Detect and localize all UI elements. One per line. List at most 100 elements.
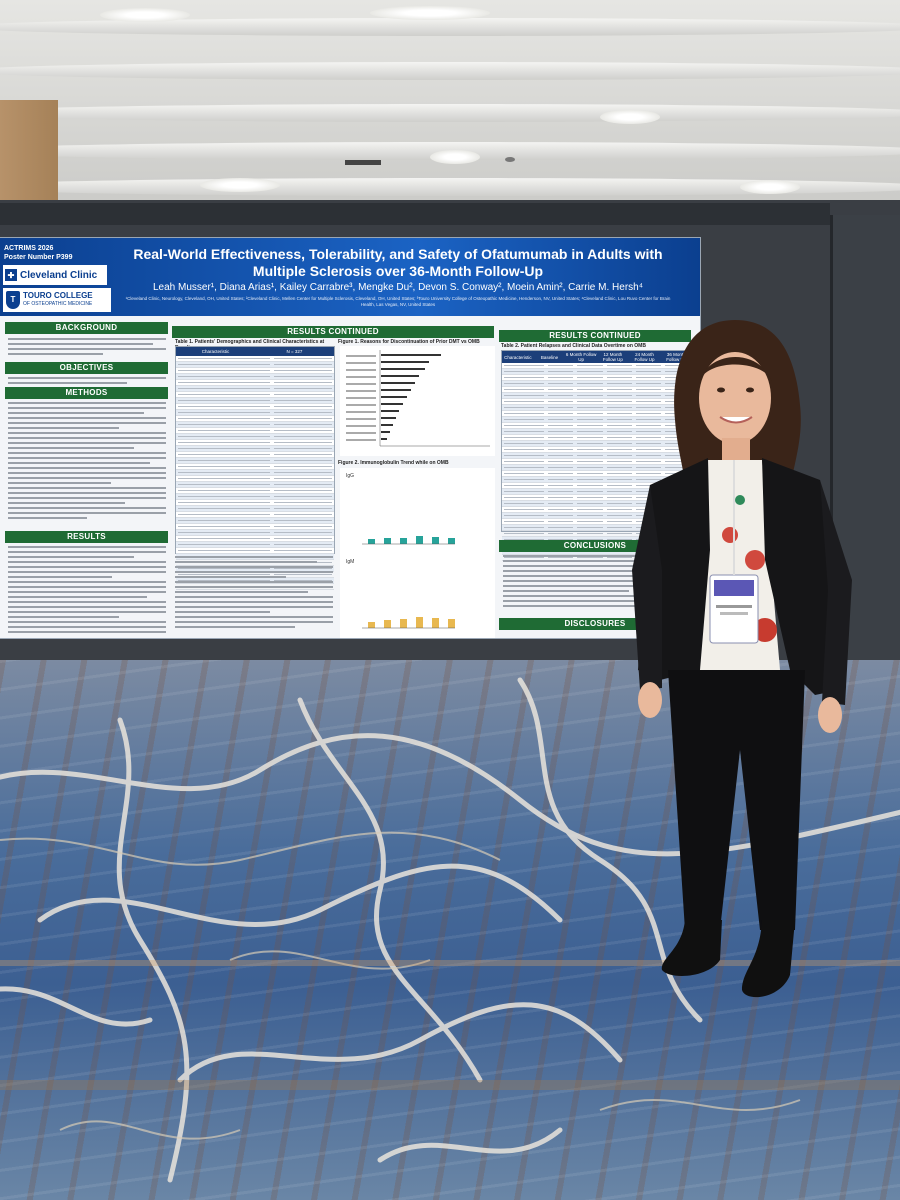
figure1-bar (381, 382, 415, 384)
methods-text (8, 402, 166, 524)
figure1-category-label (346, 418, 376, 420)
poster-affiliations: ¹Cleveland Clinic, Neurology, Cleveland,… (125, 296, 671, 307)
figure2-bar (368, 622, 375, 628)
table2-header: Characteristic Baseline 6 Month Follow U… (502, 351, 692, 363)
face (699, 352, 771, 444)
table-row (176, 464, 334, 470)
table2-header-characteristic: Characteristic (504, 354, 532, 360)
table-row (176, 392, 334, 398)
poster-authors: Leah Musser¹, Diana Arias¹, Kailey Carra… (152, 282, 644, 293)
figure1-bar (381, 403, 403, 405)
figure1-category-label (346, 411, 376, 413)
conclusions-text (503, 555, 689, 615)
table2-header-36-month: 36 Month Follow Up (666, 352, 687, 362)
table-row (176, 452, 334, 458)
touro-logo-line1: TOURO COLLEGE (23, 291, 93, 300)
table-row (176, 470, 334, 476)
figure1-category-label (346, 439, 376, 441)
table-row (176, 416, 334, 422)
table-row (176, 524, 334, 530)
poster-header: ACTRIMS 2026 Poster Number P399 ✚ Clevel… (0, 238, 700, 316)
cleveland-clinic-mark-icon: ✚ (5, 269, 17, 281)
figure2-bar (448, 538, 455, 544)
table2-header-6-month: 6 Month Follow Up (565, 352, 597, 362)
figure2-bar (448, 619, 455, 628)
figure2-igm-label: IgM (346, 559, 354, 565)
figure1-category-label (346, 425, 376, 427)
figure2-bar (400, 619, 407, 628)
table-row (176, 488, 334, 494)
table-row (176, 422, 334, 428)
figure2-caption: Figure 2. Immunoglobulin Trend while on … (338, 460, 449, 466)
table-row (176, 494, 334, 500)
table-row (176, 362, 334, 368)
figure1-category-label (346, 432, 376, 434)
table-row (176, 530, 334, 536)
left-boot (661, 920, 722, 976)
figure1-category-label (346, 362, 376, 364)
table-row (176, 440, 334, 446)
figure2-bar (416, 617, 423, 628)
table1-header: Characteristic N = 327 (176, 347, 334, 356)
table1-header-n: N = 327 (286, 349, 303, 354)
table-row (176, 356, 334, 362)
table-row (176, 410, 334, 416)
table-row (176, 398, 334, 404)
table-row (176, 542, 334, 548)
table-row (176, 368, 334, 374)
meeting-label: ACTRIMS 2026 Poster Number P399 (4, 244, 72, 262)
touro-college-logo: T TOURO COLLEGE OF OSTEOPATHIC MEDICINE (3, 288, 111, 312)
table2-caption: Table 2. Patient Relapses and Clinical D… (501, 343, 646, 349)
section-results-continued-1: RESULTS CONTINUED (172, 326, 494, 338)
booth-top-rail (0, 203, 830, 225)
table-row (176, 548, 334, 554)
poster-number: Poster Number P399 (4, 254, 73, 261)
figure1-bar (381, 417, 396, 419)
figure1-bar (381, 396, 407, 398)
table-row (502, 447, 692, 453)
section-results: RESULTS (5, 531, 168, 543)
figure2-immunoglobulin-charts: IgG IgM (340, 468, 495, 638)
figure1-bar (381, 361, 429, 363)
cleveland-clinic-logo-text: Cleveland Clinic (20, 269, 98, 281)
figure1-bar (381, 389, 411, 391)
figure1-category-label (346, 383, 376, 385)
table-row (176, 428, 334, 434)
column2-notes-text (175, 556, 333, 636)
figure2-bar (384, 538, 391, 544)
figure2-bar (384, 620, 391, 628)
figure1-category-label (346, 397, 376, 399)
table-row (176, 434, 334, 440)
table-row (176, 458, 334, 464)
table-row (502, 363, 692, 369)
figure1-category-label (346, 355, 376, 357)
presenter-woman (632, 320, 852, 998)
poster-title: Real-World Effectiveness, Tolerability, … (133, 246, 663, 279)
table-row (176, 380, 334, 386)
table2-header-12-month: 12 Month Follow Up (602, 352, 623, 362)
figure2-bar (416, 536, 423, 544)
figure1-caption: Figure 1. Reasons for Discontinuation of… (338, 339, 480, 345)
figure2-bar (432, 618, 439, 628)
objectives-text (8, 377, 166, 389)
table-row (502, 465, 692, 471)
figure1-category-label (346, 404, 376, 406)
meeting-name: ACTRIMS 2026 (4, 245, 54, 252)
results-text (8, 546, 166, 636)
section-objectives: OBJECTIVES (5, 362, 168, 374)
figure2-bar (432, 537, 439, 544)
figure1-bar (381, 354, 441, 356)
figure2-igg-label: IgG (346, 473, 354, 479)
right-boot (742, 920, 795, 998)
background-text (8, 338, 166, 362)
section-background: BACKGROUND (5, 322, 168, 334)
figure1-bar (381, 368, 425, 370)
ceiling (0, 0, 900, 220)
table-row (502, 441, 692, 447)
table1-header-characteristic: Characteristic (201, 349, 230, 354)
figure1-bar (381, 438, 387, 440)
section-methods: METHODS (5, 387, 168, 399)
table-row (176, 374, 334, 380)
figure1-category-label (346, 376, 376, 378)
figure1-bar (381, 424, 393, 426)
